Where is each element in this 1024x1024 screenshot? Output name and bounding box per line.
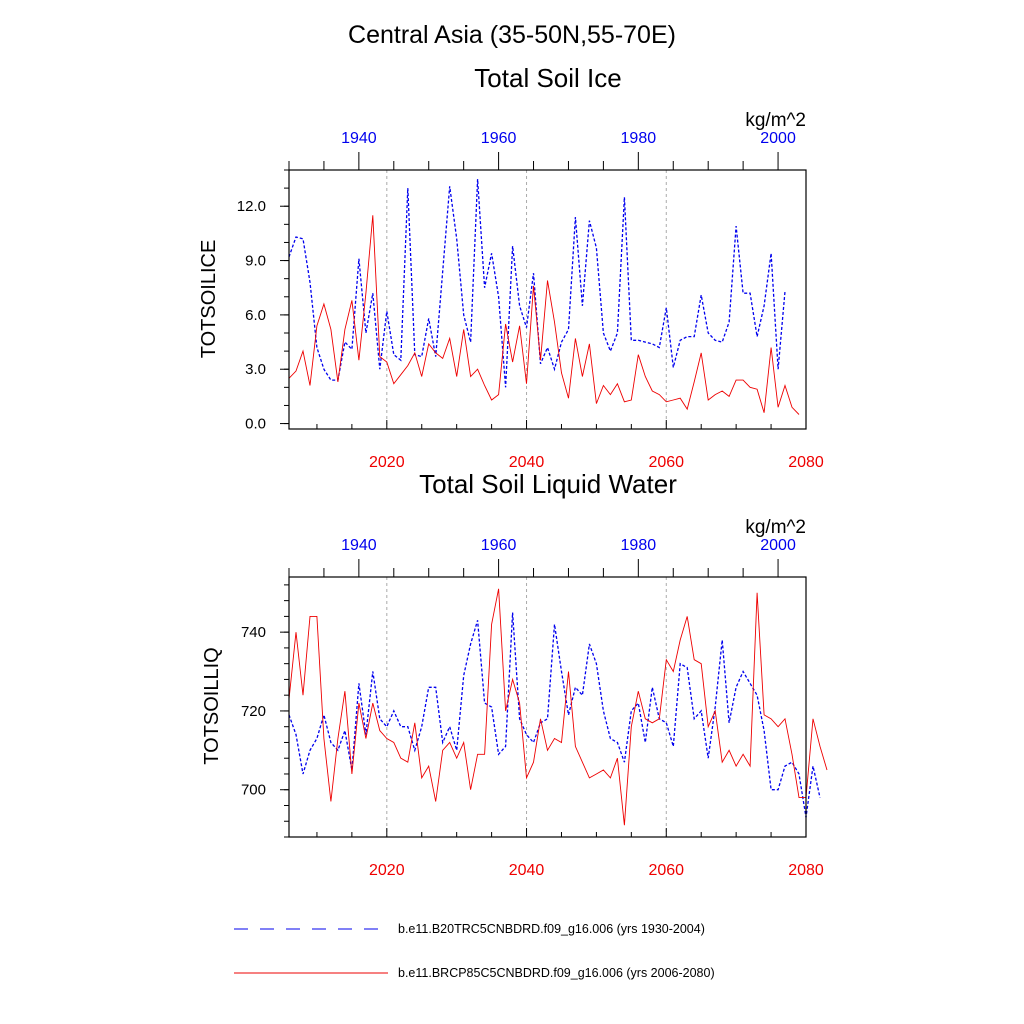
soil-liquid-grid <box>386 577 667 837</box>
soil-ice-grid <box>386 170 667 429</box>
soil-liquid-y-tick-label: 700 <box>241 782 266 799</box>
soil-liquid-x-bottom-tick-label: 2080 <box>788 862 824 879</box>
soil-liquid-plot-frame <box>288 576 807 838</box>
soil-ice-x-top-tick-label: 1940 <box>341 130 377 147</box>
soil-liquid-x-top-tick-label: 2000 <box>760 537 796 554</box>
soil-liquid-panel: Total Soil Liquid Water kg/m^2 TOTSOILLI… <box>201 469 828 879</box>
legend-label-historical: b.e11.B20TRC5CNBDRD.f09_g16.006 (yrs 193… <box>398 922 705 936</box>
soil-liquid-x-top-tick-label: 1940 <box>341 537 377 554</box>
soil-liquid-axes: 700 720 740 2020 2040 2060 2080 1940 1960 1980 200… <box>241 537 824 879</box>
soil-liquid-x-bottom-tick-label: 2060 <box>648 862 684 879</box>
legend-label-future: b.e11.BRCP85C5CNBDRD.f09_g16.006 (yrs 20… <box>398 966 715 980</box>
soil-ice-ylabel: TOTSOILICE <box>198 240 220 359</box>
soil-liquid-series-future <box>288 588 828 826</box>
soil-ice-x-top-tick-label: 1980 <box>621 130 657 147</box>
soil-ice-y-tick-label: 9.0 <box>245 253 266 270</box>
soil-ice-x-bottom-tick-label: 2060 <box>648 454 684 471</box>
soil-ice-y-tick-label: 3.0 <box>245 361 266 378</box>
soil-ice-panel: Total Soil Ice kg/m^2 TOTSOILICE 0.0 3.0 6… <box>198 63 824 471</box>
soil-liquid-series-historical <box>288 612 821 818</box>
soil-ice-plot-frame <box>288 169 807 430</box>
soil-liquid-series <box>288 588 828 826</box>
soil-ice-y-tick-label: 12.0 <box>237 198 266 215</box>
soil-liquid-units: kg/m^2 <box>745 517 806 538</box>
soil-liquid-y-tick-label: 720 <box>241 703 266 720</box>
soil-liquid-title: Total Soil Liquid Water <box>419 469 677 499</box>
soil-ice-axes: 0.0 3.0 6.0 9.0 12.0 2020 2040 2060 2080 1940 1960… <box>237 130 824 471</box>
soil-ice-x-top-tick-label: 1960 <box>481 130 517 147</box>
soil-liquid-ylabel: TOTSOILLIQ <box>201 647 223 764</box>
soil-liquid-x-bottom-tick-label: 2020 <box>369 862 405 879</box>
soil-ice-y-tick-label: 6.0 <box>245 307 266 324</box>
soil-ice-units: kg/m^2 <box>745 110 806 131</box>
soil-ice-x-bottom-tick-label: 2020 <box>369 454 405 471</box>
soil-liquid-y-tick-label: 740 <box>241 624 266 641</box>
soil-liquid-x-top-tick-label: 1980 <box>621 537 657 554</box>
soil-ice-series-historical <box>288 179 786 388</box>
region-title: Central Asia (35-50N,55-70E) <box>348 21 676 49</box>
soil-ice-x-top-tick-label: 2000 <box>760 130 796 147</box>
soil-ice-title: Total Soil Ice <box>474 63 621 93</box>
legend: b.e11.B20TRC5CNBDRD.f09_g16.006 (yrs 193… <box>234 922 715 980</box>
soil-ice-series-future <box>288 215 800 415</box>
soil-liquid-x-bottom-tick-label: 2040 <box>509 862 545 879</box>
soil-ice-x-bottom-tick-label: 2080 <box>788 454 824 471</box>
soil-ice-y-tick-label: 0.0 <box>245 416 266 433</box>
soil-ice-series <box>288 179 800 415</box>
soil-liquid-x-top-tick-label: 1960 <box>481 537 517 554</box>
soil-ice-x-bottom-tick-label: 2040 <box>509 454 545 471</box>
